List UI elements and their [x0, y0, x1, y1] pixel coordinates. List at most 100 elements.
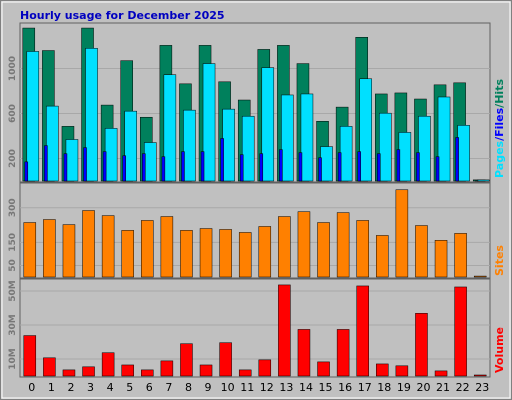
bar: [199, 364, 213, 377]
bar: [336, 329, 350, 377]
x-tick-label: 11: [240, 381, 254, 394]
bar: [219, 229, 232, 278]
bar: [121, 364, 134, 377]
x-tick-label: 19: [397, 381, 411, 394]
x-tick-label: 1: [48, 381, 55, 394]
bar: [454, 233, 467, 278]
y-tick-label: 30M: [8, 314, 18, 336]
bar: [281, 94, 294, 182]
bar: [82, 366, 95, 377]
bar: [62, 369, 76, 377]
bar: [63, 153, 68, 182]
bar: [434, 240, 448, 278]
bar: [222, 108, 235, 182]
bar: [395, 365, 409, 377]
bar: [317, 361, 330, 377]
bar: [160, 216, 174, 278]
bar: [258, 226, 272, 278]
bar: [220, 138, 224, 182]
y-tick-label: 600: [8, 104, 18, 123]
bar: [356, 220, 369, 278]
bar: [395, 189, 409, 278]
bar: [199, 228, 213, 278]
x-tick-label: 2: [67, 381, 74, 394]
bar: [278, 284, 291, 377]
bar: [142, 153, 146, 182]
x-tick-label: 9: [205, 381, 212, 394]
bar: [359, 78, 372, 182]
bar: [455, 137, 459, 182]
y-tick-label: 1000: [8, 56, 18, 81]
x-tick-label: 5: [126, 381, 133, 394]
chart-title: Hourly usage for December 2025: [20, 9, 225, 22]
bar: [238, 232, 252, 278]
bar: [473, 275, 487, 278]
bar: [398, 132, 412, 182]
legend-sep: /: [493, 103, 506, 108]
bar: [377, 153, 381, 182]
x-tick-label: 17: [358, 381, 372, 394]
bar: [101, 215, 115, 278]
bar: [26, 51, 40, 182]
bar: [161, 156, 166, 182]
bar: [82, 210, 95, 278]
bar: [379, 112, 392, 182]
bar: [202, 63, 216, 182]
x-tick-label: 4: [107, 381, 114, 394]
bar: [85, 48, 98, 182]
bar: [297, 329, 311, 377]
bar: [200, 151, 205, 182]
x-tick-label: 0: [28, 381, 35, 394]
legend: Pages/Files/Hits: [493, 79, 506, 178]
x-tick-label: 7: [165, 381, 172, 394]
x-tick-label: 18: [377, 381, 391, 394]
x-tick-label: 8: [185, 381, 192, 394]
x-tick-label: 14: [299, 381, 313, 394]
bar: [261, 67, 275, 182]
y-tick-label: 200: [8, 149, 18, 168]
bar: [183, 109, 196, 182]
x-tick-label: 6: [146, 381, 153, 394]
legend-volume: Volume: [493, 327, 506, 373]
bar: [337, 152, 342, 182]
bar: [141, 220, 154, 278]
bar: [376, 235, 389, 278]
bar: [180, 343, 193, 377]
y-tick-label: 150: [8, 233, 18, 252]
bar: [104, 128, 118, 182]
y-tick-label: 10M: [8, 348, 18, 370]
x-tick-label: 3: [87, 381, 94, 394]
x-tick-label: 22: [456, 381, 470, 394]
bar: [44, 145, 48, 182]
plot-area: [19, 278, 491, 378]
bar: [23, 222, 37, 278]
bar: [121, 230, 134, 278]
x-tick-label: 12: [260, 381, 274, 394]
x-tick-label: 23: [475, 381, 489, 394]
legend-files: Files: [493, 107, 506, 137]
bar: [297, 211, 311, 278]
y-tick-label: 50M: [8, 280, 18, 302]
x-tick-label: 16: [338, 381, 352, 394]
bar: [181, 151, 185, 182]
bar: [160, 360, 174, 377]
bar: [454, 286, 467, 377]
y-tick-label: 300: [8, 198, 18, 217]
bar: [102, 151, 107, 182]
bar: [418, 115, 431, 182]
plot-area: [19, 182, 491, 279]
bar: [435, 156, 440, 182]
bar: [241, 115, 255, 182]
bar: [376, 363, 389, 377]
bar: [83, 147, 87, 182]
bar: [122, 155, 126, 182]
bar: [396, 149, 401, 182]
bar: [62, 224, 76, 278]
bar: [320, 146, 333, 182]
bar: [415, 313, 428, 377]
bar: [437, 96, 451, 182]
bar: [476, 179, 490, 182]
bar: [219, 342, 232, 377]
